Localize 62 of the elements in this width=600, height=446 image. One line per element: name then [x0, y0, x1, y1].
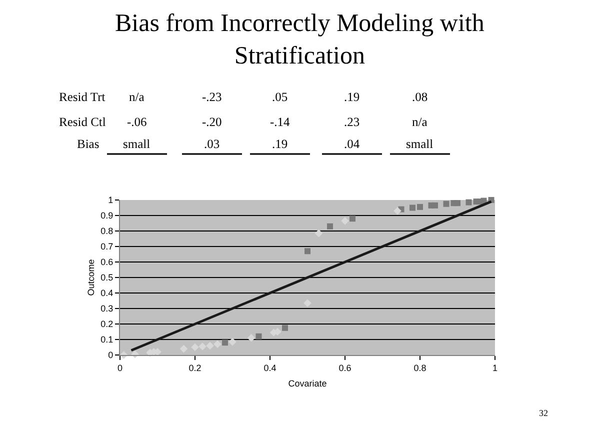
point [394, 206, 402, 215]
text: small [406, 137, 434, 151]
point [304, 248, 310, 254]
y-tick-label: 0.1 [100, 334, 114, 345]
y-tick-label: 0.5 [100, 272, 114, 283]
y-tick-label: 0.7 [100, 242, 114, 252]
point [410, 204, 416, 211]
x-tick-label: 0.6 [338, 362, 352, 373]
text: -.23 [202, 90, 222, 104]
point [206, 342, 214, 350]
text: .19 [272, 137, 288, 151]
x-tick-label: 0.8 [414, 362, 426, 373]
point [314, 229, 323, 238]
text: -.20 [202, 115, 222, 129]
text: -.06 [127, 115, 147, 129]
text: small [123, 137, 151, 151]
text: 32 [539, 408, 548, 418]
y-tick-label: 0 [108, 350, 114, 360]
text: .08 [412, 90, 428, 104]
point [282, 324, 288, 331]
text: .03 [204, 137, 220, 151]
point [417, 204, 423, 210]
text: Bias [77, 137, 100, 151]
text: .19 [344, 90, 360, 104]
chart-title: Bias from Incorrectly Modeling with Stratification [115, 10, 485, 70]
y-tick-label: 1 [108, 195, 114, 206]
point [180, 344, 188, 353]
text: -.14 [270, 115, 291, 129]
y-tick-label: 0.9 [100, 210, 114, 221]
y-tick-label: 0.8 [100, 226, 114, 236]
text: n/a [129, 90, 145, 104]
x-tick-label: 1 [492, 362, 498, 373]
y-axis-title: Outcome [86, 259, 96, 296]
y-tick-label: 0.6 [100, 257, 114, 268]
text: .05 [272, 90, 288, 104]
x-tick-label: 0.4 [264, 362, 276, 373]
point [327, 223, 333, 230]
point [466, 199, 472, 206]
point [304, 299, 312, 307]
x-axis-title: Covariate [288, 378, 327, 389]
y-tick-label: 0.3 [100, 304, 114, 314]
point [341, 217, 349, 225]
text: .04 [344, 137, 360, 151]
y-tick-label: 0.2 [100, 319, 114, 330]
text: n/a [412, 115, 428, 129]
x-tick-label: 0 [117, 362, 123, 373]
point [191, 343, 199, 352]
point [198, 342, 206, 350]
point [443, 200, 450, 207]
point [256, 333, 262, 340]
point [222, 340, 228, 346]
point [214, 340, 222, 348]
text: Resid Ctl [59, 115, 106, 129]
point [228, 338, 236, 346]
text: .23 [344, 115, 360, 129]
text: Resid Trt [59, 90, 106, 104]
point [247, 334, 256, 342]
point [350, 216, 356, 222]
y-tick-label: 0.4 [100, 288, 114, 298]
point [432, 202, 438, 208]
x-tick-label: 0.2 [188, 362, 202, 373]
point [454, 200, 460, 206]
